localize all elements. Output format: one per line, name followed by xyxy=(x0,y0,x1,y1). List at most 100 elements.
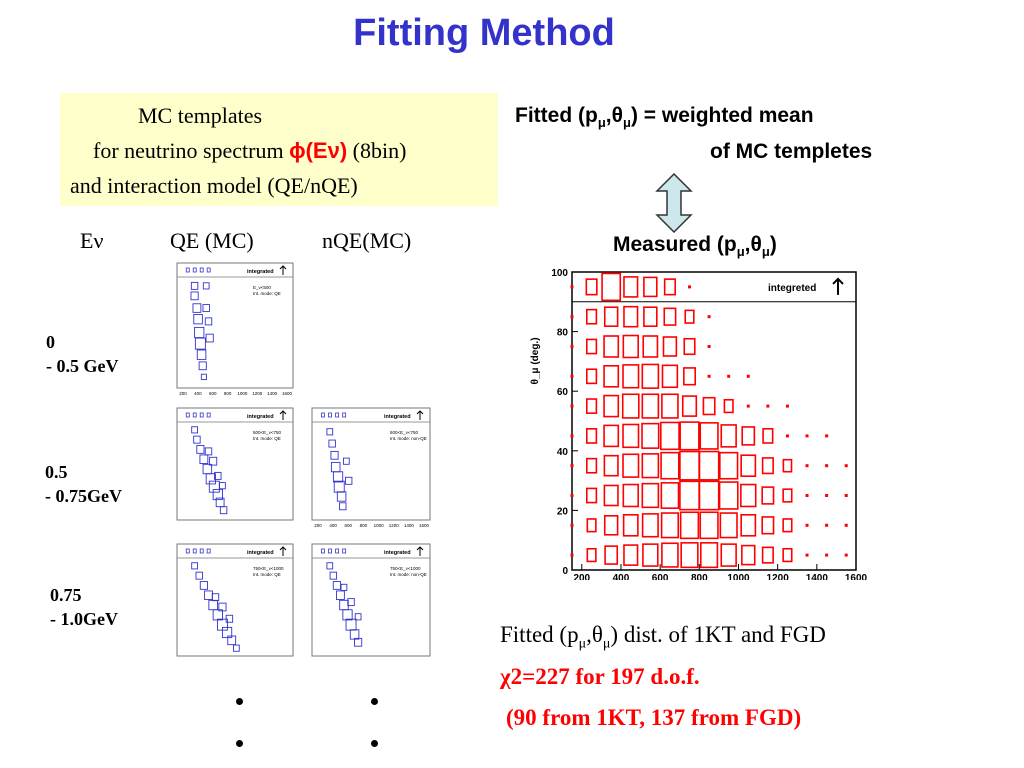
heatmap-cell xyxy=(642,335,659,358)
y-tick-label: 0 xyxy=(562,566,568,577)
mini-integrated-label: integrated xyxy=(247,550,274,556)
heatmap-cell xyxy=(785,404,789,408)
mini-cell xyxy=(185,412,190,418)
heatmap-cell xyxy=(718,481,739,510)
heatmap-cell xyxy=(680,542,699,569)
heatmap-cell xyxy=(741,544,756,566)
heatmap-cell xyxy=(623,276,639,298)
bin-2-line1: 0.75 xyxy=(50,585,82,605)
bin-label-0: 0 - 0.5 GeV xyxy=(46,330,118,378)
mini-cell xyxy=(328,412,332,418)
heatmap-cell xyxy=(707,345,711,348)
mini-x-tick-label: 800 xyxy=(224,391,232,396)
heatmap-cell xyxy=(603,515,619,536)
mini-cell xyxy=(326,562,334,570)
mini-integrated-label: integrated xyxy=(384,414,411,420)
mini-cell xyxy=(209,456,218,466)
heatmap-cell xyxy=(825,494,829,497)
heatmap-cell xyxy=(762,428,774,444)
mini-cell xyxy=(330,450,339,460)
mini-x-tick-label: 600 xyxy=(345,523,353,528)
heatmap-cell xyxy=(585,487,598,504)
heatmap-cell xyxy=(661,393,679,419)
heatmap-cell xyxy=(570,523,574,527)
mini-info-line2: Int. mode: QE xyxy=(253,572,281,577)
heatmap-cell xyxy=(661,542,679,568)
mini-frame xyxy=(176,543,294,657)
mini-arrow-icon xyxy=(279,546,287,556)
mini-x-tick-label: 1600 xyxy=(282,391,293,396)
x-tick-label: 400 xyxy=(613,573,630,580)
mini-cell xyxy=(193,314,203,325)
note-post: ) = weighted mean xyxy=(630,104,814,127)
fitted-weighted-mean: Fitted (pμ,θμ) = weighted mean xyxy=(515,104,814,130)
heatmap-cell xyxy=(660,512,680,539)
mc-templates-box: MC templates for neutrino spectrum ϕ(Eν)… xyxy=(60,93,498,206)
fitted-pre: Fitted (p xyxy=(500,622,579,647)
mini-cell xyxy=(199,412,204,418)
x-tick-label: 1200 xyxy=(767,573,790,580)
y-tick-label: 60 xyxy=(557,387,569,398)
heatmap-cell xyxy=(805,434,809,438)
mini-arrow-icon xyxy=(416,410,424,420)
heatmap-cell xyxy=(604,545,619,565)
measured-post: ) xyxy=(769,233,777,256)
mini-cell xyxy=(219,482,226,490)
mini-cell xyxy=(339,502,347,511)
mini-cell xyxy=(354,613,362,621)
mini-x-tick-label: 1200 xyxy=(389,523,400,528)
mini-cell xyxy=(211,593,220,602)
mini-cell xyxy=(206,267,211,273)
note-sub-mu-2: μ xyxy=(622,115,631,131)
heatmap-cell xyxy=(570,464,574,468)
heatmap-cell xyxy=(570,374,574,378)
mini-cell xyxy=(321,412,325,418)
bin-1-line1: 0.5 xyxy=(45,462,68,482)
heatmap-cell xyxy=(622,423,640,449)
mini-cell xyxy=(196,445,205,454)
mini-info-line1: E_ν<500 xyxy=(253,285,271,290)
mc-line-2-post: (8bin) xyxy=(347,138,407,163)
mini-cell xyxy=(219,506,228,515)
x-tick-label: 600 xyxy=(652,573,669,580)
mini-frame xyxy=(311,407,431,521)
heatmap-cell xyxy=(805,523,809,527)
mini-arrow-icon xyxy=(416,546,424,556)
heatmap-cell xyxy=(723,398,734,414)
y-tick-label: 80 xyxy=(557,328,569,339)
x-tick-label: 1000 xyxy=(727,573,750,580)
fitted-dist-line: Fitted (pμ,θμ) dist. of 1KT and FGD xyxy=(500,622,826,653)
mini-cell xyxy=(192,303,202,313)
mini-cell xyxy=(344,476,353,485)
col-header-nqe: nQE(MC) xyxy=(322,228,412,253)
mini-cell xyxy=(332,581,341,590)
mini-integrated-label: integrated xyxy=(384,550,411,556)
heatmap-cell xyxy=(641,453,660,479)
heatmap-cell xyxy=(746,404,750,408)
heatmap-cell xyxy=(641,363,660,389)
mini-info-line2: Int. mode: QE xyxy=(253,436,281,441)
heatmap-cell xyxy=(844,494,848,497)
heatmap-cell xyxy=(570,434,574,438)
bin-0-line1: 0 xyxy=(46,332,55,352)
mini-cell xyxy=(192,412,197,418)
mc-line-2-pre: for neutrino spectrum xyxy=(93,138,290,163)
heatmap-cell xyxy=(570,494,574,497)
heatmap-cell xyxy=(805,553,809,557)
mini-cell xyxy=(202,282,210,290)
mini-cell xyxy=(206,548,211,554)
heatmap-cell xyxy=(688,285,692,289)
mini-cell xyxy=(200,373,207,381)
ellipsis-dot xyxy=(371,698,378,705)
mini-cell xyxy=(202,304,210,313)
mini-info-line1: 750<E_ν<1000 xyxy=(390,566,421,571)
mini-info-line1: 750<E_ν<1000 xyxy=(253,566,284,571)
heatmap-cell xyxy=(663,278,676,296)
fitted-sub-mu: μ xyxy=(578,636,587,652)
heatmap-cell xyxy=(740,483,757,508)
heatmap-cell xyxy=(585,278,598,296)
mini-cell xyxy=(196,349,207,360)
note-sub-mu: μ xyxy=(597,115,606,131)
